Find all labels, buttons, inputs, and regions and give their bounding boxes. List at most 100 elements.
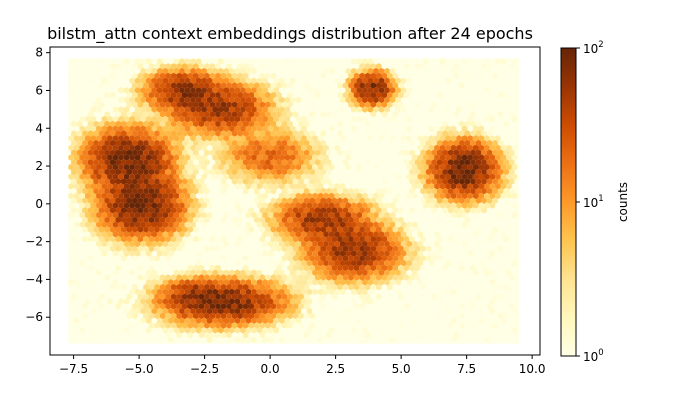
hexbin-cell	[467, 135, 473, 142]
hexbin-cell	[262, 154, 268, 161]
hexbin-cell	[373, 192, 379, 200]
hexbin-cell	[450, 154, 457, 161]
hexbin-cell	[201, 269, 207, 276]
hexbin-cell	[475, 139, 482, 147]
hexbin-cell	[500, 67, 507, 75]
hexbin-cell	[143, 283, 149, 291]
hexbin-cell	[309, 168, 315, 176]
hexbin-cell	[295, 269, 302, 276]
hexbin-cell	[356, 106, 363, 113]
hexbin-cell	[417, 231, 424, 238]
hexbin-cell	[378, 211, 385, 219]
hexbin-cell	[351, 87, 357, 94]
hexbin-cell	[215, 283, 221, 291]
hexbin-cell	[389, 202, 396, 209]
hexbin-cell	[270, 283, 277, 291]
hexbin-cell	[359, 187, 365, 195]
hexbin-cell	[229, 298, 235, 305]
hexbin-cell	[292, 274, 299, 281]
hexbin-cell	[403, 216, 410, 224]
hexbin-cell	[345, 154, 351, 161]
hexbin-cell	[456, 240, 462, 248]
hexbin-cell	[384, 58, 390, 65]
hexbin-cell	[165, 187, 171, 195]
hexbin-cell	[129, 135, 135, 142]
hexbin-cell	[182, 197, 188, 204]
hexbin-cell	[428, 259, 435, 267]
hexbin-cell	[159, 72, 166, 80]
hexbin-cell	[453, 168, 460, 176]
hexbin-cell	[298, 139, 304, 147]
hexbin-cell	[459, 111, 465, 118]
hexbin-cell	[248, 130, 254, 137]
hexbin-cell	[184, 202, 191, 209]
hexbin-cell	[151, 336, 157, 344]
hexbin-cell	[112, 231, 119, 238]
hexbin-cell	[254, 139, 260, 147]
hexbin-cell	[112, 163, 119, 171]
hexbin-cell	[101, 231, 108, 238]
hexbin-cell	[481, 139, 487, 147]
hexbin-cell	[126, 235, 133, 243]
hexbin-cell	[431, 82, 437, 89]
hexbin-cell	[140, 96, 146, 104]
hexbin-cell	[262, 96, 268, 104]
hexbin-cell	[145, 115, 152, 123]
hexbin-cell	[448, 274, 454, 281]
hexbin-cell	[234, 202, 241, 209]
hexbin-cell	[461, 163, 468, 171]
hexbin-cell	[265, 101, 271, 108]
hexbin-cell	[270, 235, 277, 243]
hexbin-cell	[123, 202, 130, 209]
hexbin-cell	[400, 250, 407, 257]
hexbin-cell	[112, 77, 119, 84]
hexbin-cell	[506, 250, 512, 257]
hexbin-cell	[176, 187, 182, 195]
hexbin-cell	[290, 317, 296, 324]
hexbin-cell	[270, 91, 277, 99]
hexbin-cell	[315, 101, 321, 108]
hexbin-cell	[126, 264, 133, 272]
hexbin-cell	[223, 279, 230, 286]
hexbin-cell	[484, 163, 490, 171]
hexbin-cell	[140, 211, 146, 219]
hexbin-cell	[395, 115, 401, 123]
hexbin-cell	[428, 67, 435, 75]
hexbin-cell	[190, 67, 196, 75]
hexbin-cell	[412, 163, 418, 171]
hexbin-cell	[337, 197, 343, 204]
hexbin-cell	[170, 91, 177, 99]
hexbin-cell	[190, 288, 196, 296]
hexbin-cell	[209, 245, 216, 252]
hexbin-cell	[301, 327, 307, 334]
hexbin-cell	[461, 307, 468, 315]
hexbin-cell	[71, 197, 77, 204]
hexbin-cell	[137, 216, 144, 224]
hexbin-cell	[309, 91, 315, 99]
hexbin-cell	[262, 183, 268, 190]
hexbin-cell	[109, 283, 116, 291]
hexbin-cell	[242, 63, 249, 70]
hexbin-cell	[123, 87, 130, 94]
hexbin-cell	[96, 135, 102, 142]
hexbin-cell	[229, 288, 235, 296]
hexbin-cell	[256, 336, 263, 344]
hexbin-cell	[154, 82, 160, 89]
hexbin-cell	[326, 331, 332, 339]
hexbin-cell	[242, 82, 249, 89]
hexbin-cell	[509, 331, 515, 339]
hexbin-cell	[334, 58, 340, 65]
hexbin-cell	[351, 125, 357, 132]
hexbin-cell	[417, 183, 424, 190]
hexbin-cell	[364, 274, 371, 281]
hexbin-cell	[459, 187, 465, 195]
hexbin-cell	[359, 216, 365, 224]
hexbin-cell	[251, 154, 257, 161]
hexbin-cell	[281, 159, 288, 166]
hexbin-cell	[134, 135, 141, 142]
hexbin-cell	[270, 312, 277, 320]
hexbin-cell	[378, 327, 385, 334]
hexbin-cell	[201, 87, 207, 94]
hexbin-cell	[267, 298, 274, 305]
hexbin-cell	[326, 187, 332, 195]
